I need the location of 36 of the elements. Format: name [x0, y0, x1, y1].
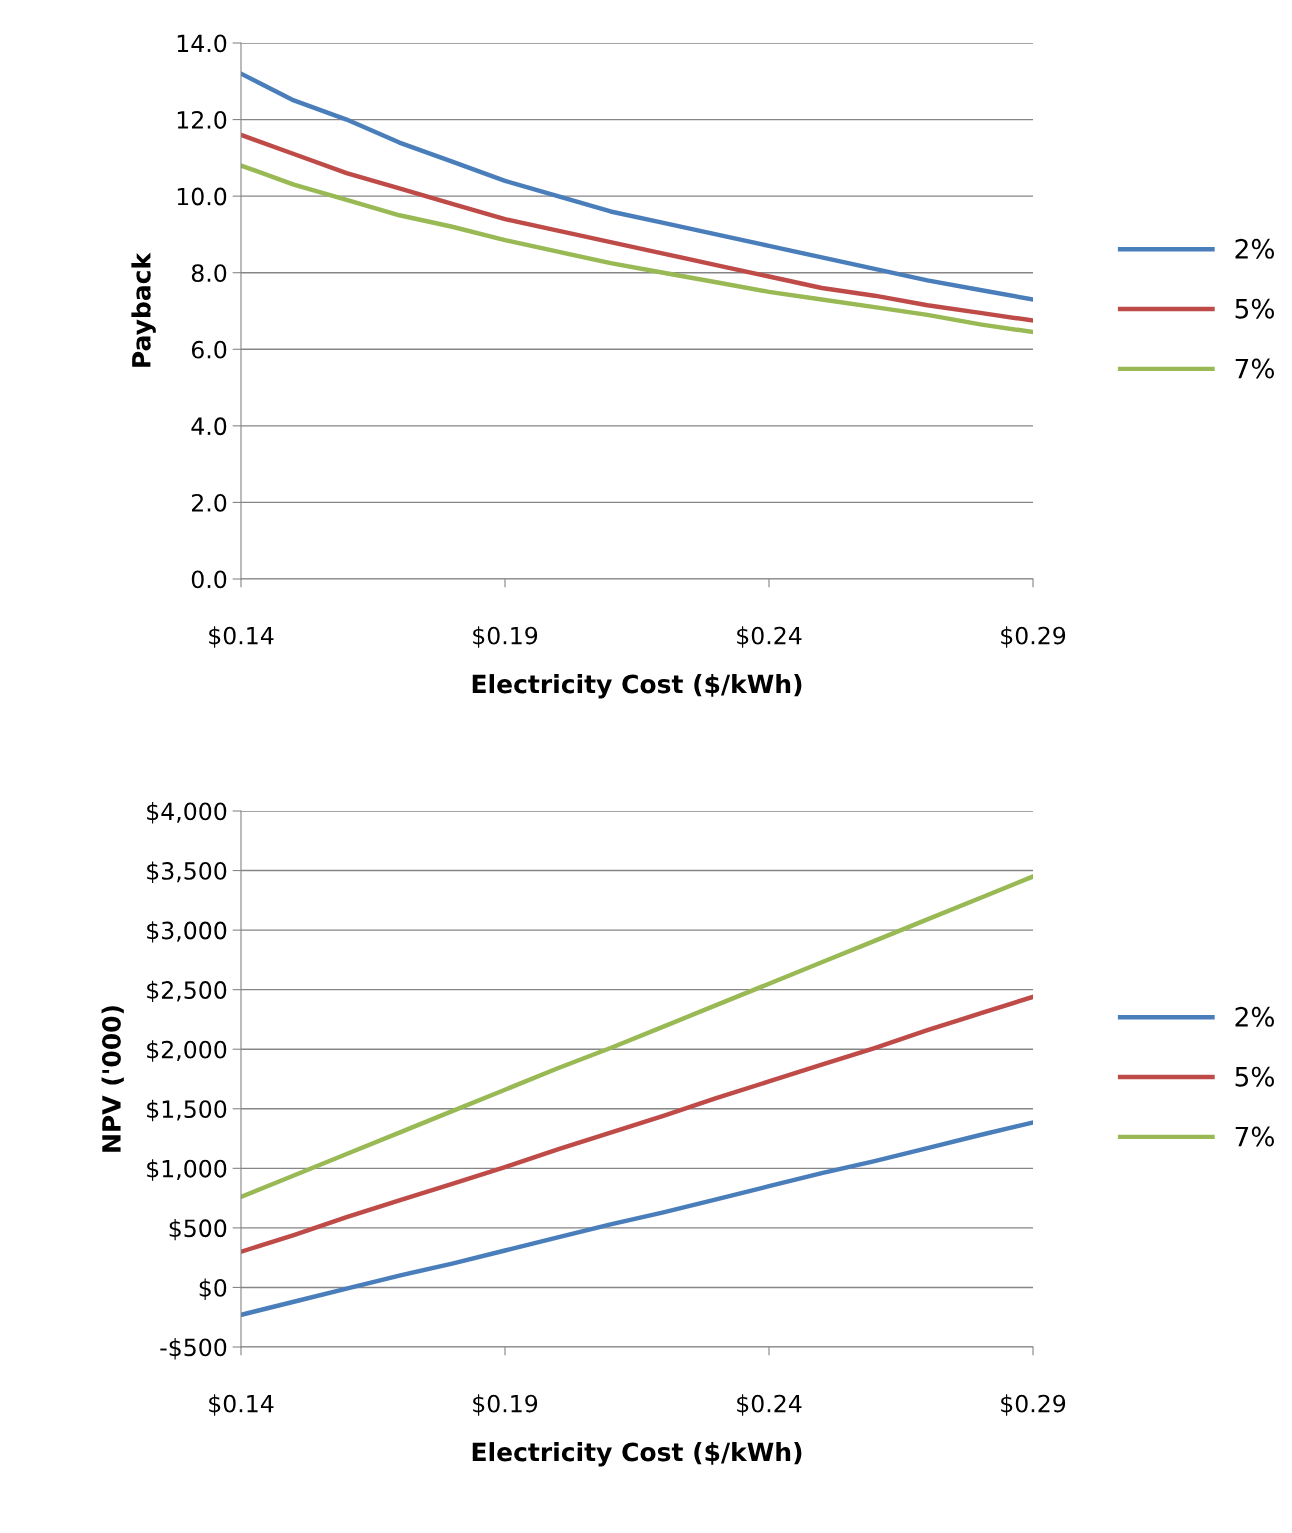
legend-label: 5% [1235, 1066, 1274, 1087]
y-tick-label: $3,000 [147, 921, 227, 943]
y-tick-label: $500 [169, 1218, 227, 1241]
legend-label: 2% [1235, 1006, 1274, 1027]
x-tick-label: $0.19 [473, 626, 538, 648]
y-tick-label: 14.0 [177, 34, 227, 53]
y-tick-label: -$500 [160, 1338, 227, 1360]
x-axis-title: Electricity Cost ($/kWh) [472, 674, 802, 699]
legend-label: 5% [1235, 298, 1274, 319]
y-axis-title: NPV ('000) [101, 1006, 124, 1152]
y-tick-label: $1,500 [147, 1099, 227, 1122]
y-tick-label: $2,000 [147, 1040, 227, 1062]
y-tick-label: 4.0 [191, 417, 227, 436]
y-tick-label: $2,500 [147, 980, 227, 1003]
y-tick-label: 12.0 [177, 111, 227, 129]
y-axis-title: Payback [131, 252, 156, 367]
x-tick-label: $0.19 [473, 1394, 538, 1416]
x-tick-label: $0.24 [737, 626, 802, 648]
y-tick-label: $3,500 [147, 861, 227, 883]
y-tick-label: 2.0 [191, 493, 227, 512]
y-tick-label: 0.0 [191, 570, 227, 589]
legend-label: 7% [1235, 358, 1274, 379]
y-tick-label: $1,000 [147, 1159, 227, 1181]
x-tick-label: $0.14 [209, 626, 274, 648]
y-tick-label: $4,000 [147, 802, 227, 824]
x-tick-label: $0.14 [209, 1394, 274, 1416]
x-tick-label: $0.29 [1001, 1394, 1066, 1416]
legend-label: 2% [1235, 238, 1274, 259]
y-tick-label: $0 [199, 1278, 227, 1300]
x-axis-title: Electricity Cost ($/kWh) [472, 1442, 802, 1467]
y-tick-label: 10.0 [177, 187, 227, 206]
legend-label: 7% [1235, 1126, 1274, 1147]
x-tick-label: $0.29 [1001, 626, 1066, 648]
x-tick-label: $0.24 [737, 1394, 802, 1416]
y-tick-label: 8.0 [191, 264, 227, 283]
y-tick-label: 6.0 [191, 340, 227, 359]
